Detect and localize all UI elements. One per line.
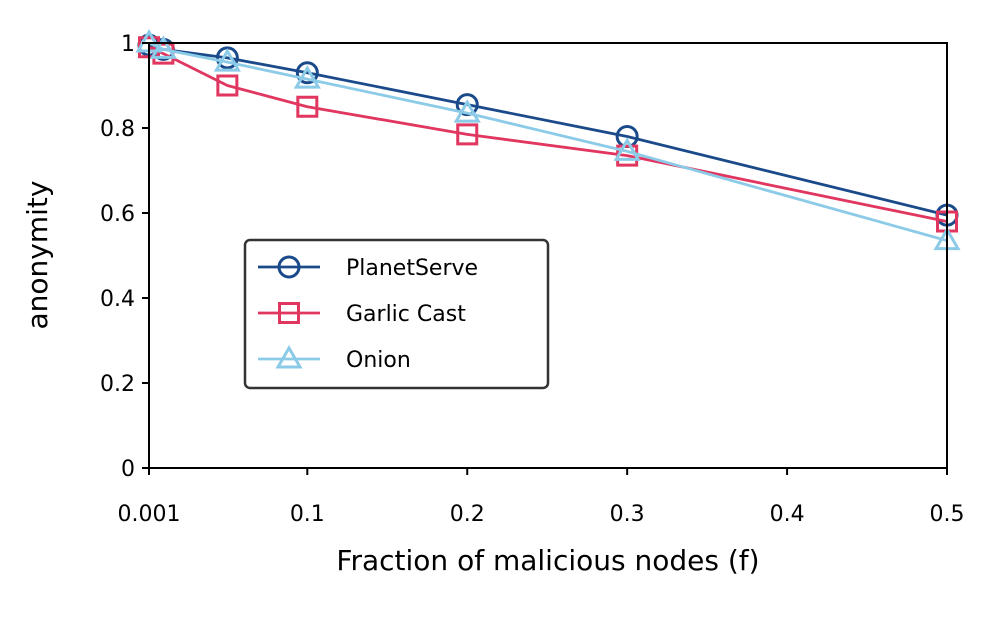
plot-frame [148,42,948,469]
series-garlic-cast [138,36,958,233]
legend-label: PlanetServe [346,256,478,281]
legend-item: Onion [258,345,411,373]
y-tick-label: 0.2 [100,372,135,397]
x-tick-label: 0.3 [610,502,645,527]
x-tick-label: 0.1 [290,502,325,527]
legend-marker [278,302,300,324]
legend-box [243,238,550,390]
legend-marker [275,345,303,369]
data-point [216,74,239,97]
data-point [456,123,479,146]
data-point [295,61,319,85]
x-axis-title: Fraction of malicious nodes (f) [336,544,759,577]
y-tick-label: 0 [121,457,135,482]
y-tick-label: 1 [121,32,135,57]
series-onion [135,29,961,251]
legend-marker [277,255,301,279]
legend-item: PlanetServe [258,255,478,281]
series-line [148,45,948,223]
x-tick-label: 0.5 [930,502,965,527]
legend-label: Onion [346,348,411,373]
y-axis-title: anonymity [21,181,54,330]
legend-item: Garlic Cast [258,302,466,327]
x-tick-label: 0.001 [118,502,181,527]
y-tick-label: 0.8 [100,117,135,142]
data-point [215,46,239,70]
legend: PlanetServe Garlic Cast Onion [243,238,550,390]
data-point [293,65,321,89]
data-point [213,48,241,72]
data-point [296,95,319,118]
series-line [148,41,948,242]
y-tick-label: 0.4 [100,287,135,312]
y-tick-label: 0.6 [100,202,135,227]
data-point [613,137,641,161]
y-axis-ticks: 0 0.2 0.4 0.6 0.8 1 [100,32,149,482]
data-point [455,93,479,117]
x-tick-label: 0.2 [450,502,485,527]
data-point [453,99,481,123]
data-point [149,35,177,59]
x-tick-label: 0.4 [770,502,805,527]
x-axis-ticks: 0.001 0.1 0.2 0.3 0.4 0.5 [118,468,965,527]
legend-label: Garlic Cast [346,302,466,327]
